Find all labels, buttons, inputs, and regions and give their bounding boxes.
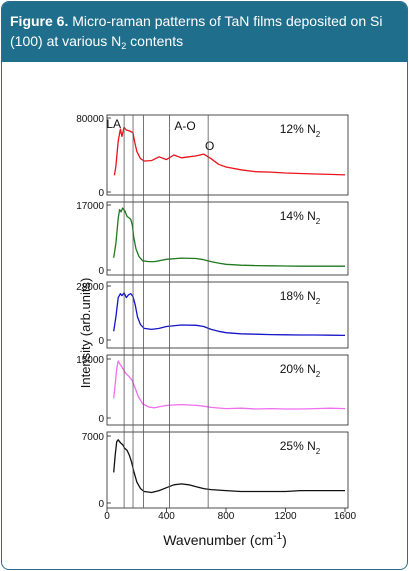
y-axis-label: Intensity (arb.units) (78, 278, 93, 389)
panel-label: 14% N2 (280, 209, 321, 226)
y-tick-label-max: 15000 (76, 355, 104, 366)
panel-label-main: 14% N (280, 209, 316, 223)
series-line (113, 207, 345, 267)
panel-label-main: 12% N (280, 122, 316, 136)
x-axis-layer: 0 400 800 1200 1600 (104, 508, 357, 522)
panel-frame (106, 114, 349, 196)
panel-frame (106, 431, 349, 509)
panel-4: 15000 0 20% N2 (76, 354, 349, 426)
caption-subscript: 2 (121, 41, 127, 51)
caption-header: Figure 6. Micro-raman patterns of TaN fi… (2, 2, 407, 62)
panel-3: 28000 0 18% N2 (76, 281, 349, 349)
x-tick-label: 1200 (274, 511, 297, 522)
panel-label: 18% N2 (280, 289, 321, 306)
panel-label-sub: 2 (316, 370, 321, 379)
peak-label: O (205, 139, 214, 153)
figure-number: Figure 6. (10, 13, 69, 29)
x-axis-label-sup: -1 (273, 531, 282, 542)
panel-label-sub: 2 (316, 297, 321, 306)
x-tick-label: 800 (218, 511, 235, 522)
series-line (113, 126, 346, 176)
x-tick-label: 400 (158, 511, 175, 522)
panel-1: 80000 0 12% N2 (76, 114, 349, 199)
series-line (113, 360, 346, 410)
x-axis-label-close: ) (282, 532, 287, 548)
panel-frame (106, 281, 349, 349)
peak-label: LA (106, 117, 121, 131)
panel-2: 17000 0 14% N2 (76, 201, 349, 277)
y-tick-label-min: 0 (98, 414, 104, 425)
panel-label-sub: 2 (316, 130, 321, 139)
y-tick-label-min: 0 (98, 266, 104, 277)
panel-label-sub: 2 (316, 217, 321, 226)
x-tick-label: 0 (104, 511, 110, 522)
panel-frame (106, 354, 349, 426)
panel-label-main: 20% N (280, 362, 316, 376)
panel-label: 20% N2 (280, 362, 321, 379)
series-line (113, 439, 345, 494)
y-tick-label-max: 17000 (76, 201, 104, 212)
caption-text-1: Micro-raman patterns of TaN films deposi… (10, 13, 383, 49)
vertical-lines-layer (123, 115, 209, 508)
caption-text-2: contents (126, 33, 184, 49)
figure-caption: Figure 6. Micro-raman patterns of TaN fi… (10, 11, 402, 51)
y-tick-label-max: 80000 (76, 114, 104, 125)
panel-label: 12% N2 (280, 122, 321, 139)
y-tick-label-min: 0 (98, 336, 104, 347)
y-tick-label-min: 0 (98, 188, 104, 199)
x-axis-label-main: Wavenumber (cm (163, 532, 273, 548)
panel-label-main: 18% N (280, 289, 316, 303)
y-tick-label-min: 0 (98, 499, 104, 510)
panel-label: 25% N2 (280, 439, 321, 456)
y-tick-label-max: 28000 (76, 282, 104, 293)
y-tick-label-max: 7000 (82, 432, 105, 443)
panel-5: 7000 0 25% N2 (82, 431, 349, 510)
panel-label-sub: 2 (316, 447, 321, 456)
panel-frame (106, 201, 349, 276)
peak-label: A-O (174, 119, 195, 133)
x-tick-label: 1600 (334, 511, 357, 522)
x-axis-label: Wavenumber (cm-1) (163, 531, 287, 548)
panel-label-main: 25% N (280, 439, 316, 453)
